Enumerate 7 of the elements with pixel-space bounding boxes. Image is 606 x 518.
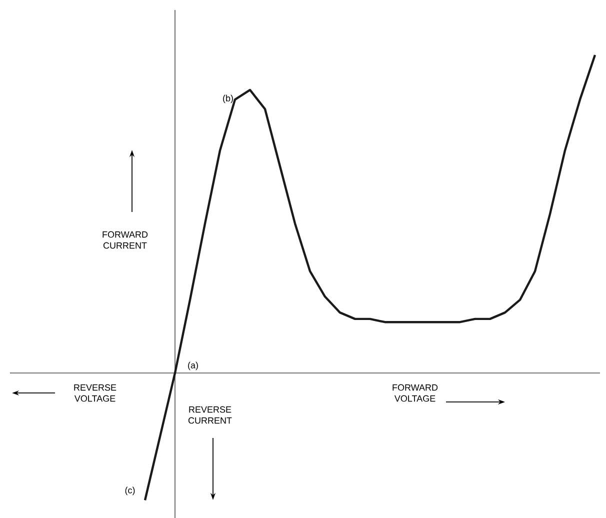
annotation: (a) [188,362,198,370]
text: REVERSE VOLTAGE [74,384,116,402]
annotation: FORWARD CURRENT [102,231,148,249]
text: (c) [125,486,135,496]
annotation: FORWARD VOLTAGE [392,384,438,402]
annotation: REVERSE CURRENT [188,406,232,424]
annotation: (b) [223,94,233,104]
